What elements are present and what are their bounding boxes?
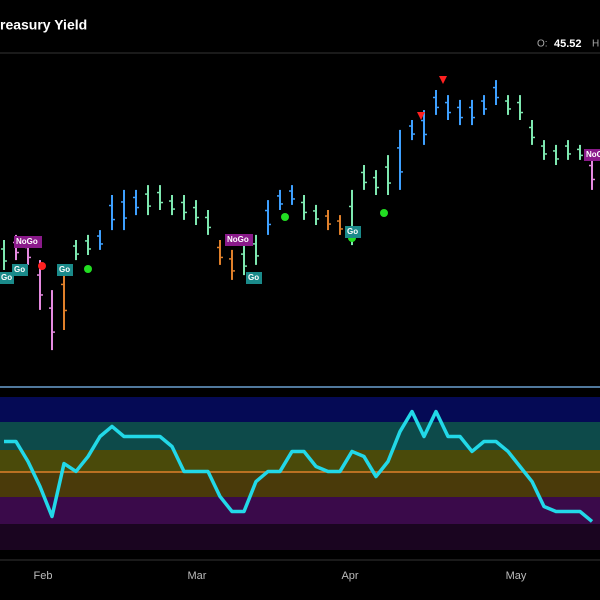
month-label: Mar — [188, 570, 207, 582]
annotation-text: Go — [248, 273, 259, 282]
annotation: NoGo — [225, 234, 253, 246]
open-value: 45.52 — [554, 38, 582, 50]
chart-title: reasury Yield — [0, 17, 87, 33]
band — [0, 397, 600, 422]
band — [0, 524, 600, 550]
annotation: Go — [246, 272, 262, 284]
annotation-text: Go — [59, 265, 70, 274]
annotation-text: NoGo — [227, 235, 249, 244]
annotation: Go — [345, 226, 361, 238]
annotation-text: NoGo — [16, 237, 38, 246]
annotation: Go — [0, 272, 14, 284]
month-label: Feb — [34, 570, 53, 582]
annotation-text: Go — [1, 273, 12, 282]
signal-dot — [281, 213, 289, 221]
annotation-text: Go — [14, 265, 25, 274]
band — [0, 497, 600, 524]
month-label: Apr — [341, 570, 358, 582]
signal-triangle — [417, 112, 425, 120]
band — [0, 472, 600, 497]
marks — [1, 80, 595, 523]
annotation-text: Go — [347, 227, 358, 236]
annotation: NoGo — [584, 149, 600, 161]
band — [0, 422, 600, 450]
band — [0, 450, 600, 472]
annotation: Go — [57, 264, 73, 276]
annotation-text: NoGo — [586, 150, 600, 159]
high-label: H — [592, 39, 599, 50]
open-label: O: — [537, 39, 548, 50]
oscillator-line — [4, 409, 594, 523]
signal-triangle — [439, 76, 447, 84]
signal-dot — [380, 209, 388, 217]
annotation: NoGo — [14, 236, 42, 248]
annotation: Go — [12, 264, 28, 276]
signal-dot — [38, 262, 46, 270]
month-label: May — [506, 570, 527, 582]
signal-dot — [84, 265, 92, 273]
